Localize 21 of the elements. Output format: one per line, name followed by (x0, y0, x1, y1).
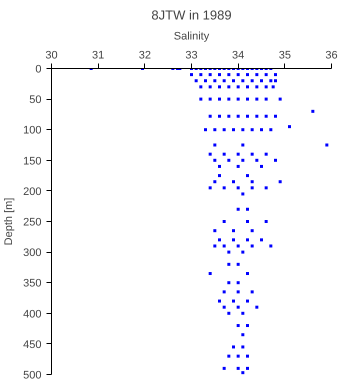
y-tick-label: 300 (23, 247, 42, 260)
y-tick-label: 450 (23, 338, 42, 351)
chart-title: 8JTW in 1989 (151, 8, 232, 22)
y-tick-label: 500 (23, 370, 42, 382)
y-tick-label: 150 (23, 155, 42, 168)
x-tick-label: 30 (45, 50, 58, 62)
y-axis-title: Depth [m] (3, 198, 16, 246)
x-tick-label: 34 (232, 50, 244, 62)
x-axis-title: Salinity (174, 30, 210, 42)
y-tick-label: 100 (23, 124, 42, 137)
y-tick-label: 0 (35, 64, 42, 76)
y-tick-label: 50 (29, 94, 42, 106)
x-tick-label: 31 (92, 50, 104, 62)
x-tick-label: 36 (325, 50, 338, 62)
y-tick-label: 200 (23, 186, 42, 198)
x-tick-label: 35 (278, 50, 291, 62)
y-tick-label: 400 (23, 308, 42, 320)
y-tick-label: 350 (23, 278, 42, 290)
x-tick-label: 32 (138, 50, 151, 62)
x-tick-label: 33 (185, 50, 198, 62)
y-tick-label: 250 (23, 216, 42, 228)
